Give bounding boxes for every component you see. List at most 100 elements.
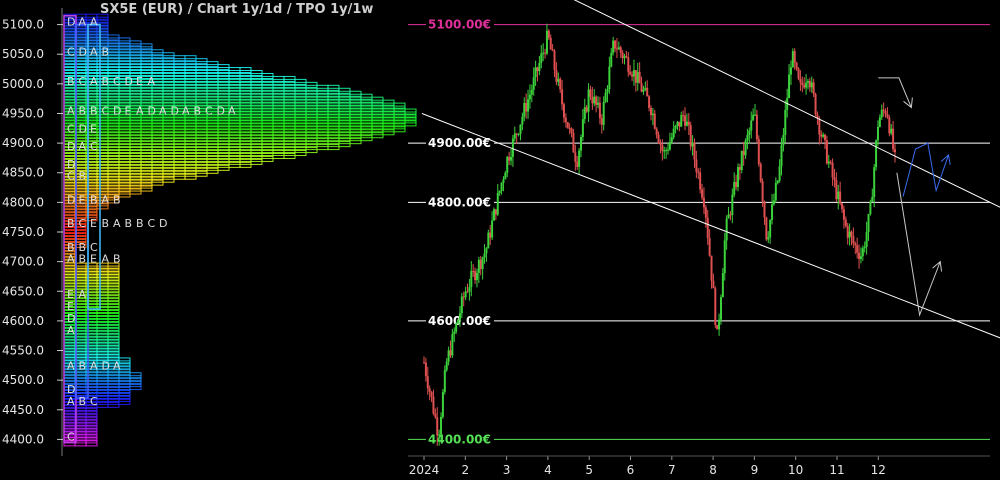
candle-body <box>475 272 478 281</box>
candle-body <box>428 388 431 392</box>
tpo-letter: E <box>67 288 74 301</box>
candle-body <box>617 47 620 50</box>
candle-body <box>447 350 450 362</box>
tpo-letter: A <box>67 105 75 118</box>
candle-body <box>771 204 774 221</box>
candle-body <box>718 319 721 330</box>
candle-body <box>604 92 607 102</box>
tpo-letter: C <box>67 170 75 183</box>
tpo-letter: A <box>67 359 75 372</box>
price-level-label-bg <box>426 195 494 210</box>
candle-body <box>583 107 586 120</box>
candle-body <box>816 114 819 119</box>
candle-body <box>455 323 458 332</box>
candle-body <box>721 273 724 298</box>
tpo-cell <box>184 55 197 62</box>
candle-body <box>649 107 652 116</box>
tpo-letter: C <box>148 217 156 230</box>
candle-body <box>498 190 501 194</box>
candle-body <box>754 114 757 116</box>
tpo-letter: A <box>136 105 144 118</box>
candle-body <box>699 172 702 190</box>
candle-body <box>623 56 626 59</box>
candle-body <box>579 136 582 151</box>
y-tick-label: 4450.0 <box>2 403 44 417</box>
tpo-letter: A <box>67 395 75 408</box>
candle-body <box>496 193 499 215</box>
candle-body <box>859 256 862 259</box>
candle-body <box>564 117 567 123</box>
price-level-label: 4400.00€ <box>428 432 491 446</box>
tpo-letter: B <box>79 253 87 266</box>
candle-body <box>494 209 497 215</box>
candle-body <box>861 248 864 257</box>
tpo-letter: E <box>125 105 132 118</box>
candle-body <box>460 296 463 314</box>
y-tick-label: 4650.0 <box>2 284 44 298</box>
candle-body <box>867 214 870 232</box>
projection-arrowhead <box>903 97 913 109</box>
candle-body <box>748 130 751 135</box>
candle-body <box>436 417 439 436</box>
candle-body <box>742 150 745 156</box>
candle-body <box>814 93 817 115</box>
candle-body <box>825 140 828 164</box>
candle-body <box>782 135 785 146</box>
candle-body <box>691 142 694 147</box>
candle-body <box>440 416 443 435</box>
candle-body <box>515 133 518 135</box>
tpo-letter: D <box>102 359 110 372</box>
candle-body <box>797 68 800 79</box>
candle-body <box>659 142 662 145</box>
tpo-cell <box>107 262 120 269</box>
candle-body <box>595 96 598 105</box>
candle-body <box>801 82 804 85</box>
candle-body <box>875 140 878 168</box>
tpo-letter: D <box>67 383 75 396</box>
candle-body <box>871 196 874 202</box>
candle-body <box>708 238 711 256</box>
candle-body <box>714 288 717 326</box>
tpo-letter: D <box>67 16 75 29</box>
tpo-letter: E <box>79 193 86 206</box>
candle-body <box>513 133 516 139</box>
candle-body <box>492 209 495 221</box>
candle-body <box>608 66 611 90</box>
candle-body <box>878 117 881 127</box>
candle-body <box>689 125 692 147</box>
candle-body <box>846 226 849 238</box>
candle-body <box>561 89 564 105</box>
candle-body <box>812 82 815 94</box>
tpo-letter: A <box>90 16 98 29</box>
candle-body <box>702 197 705 208</box>
tpo-letter: B <box>79 395 87 408</box>
y-tick-label: 5050.0 <box>2 47 44 61</box>
candle-body <box>438 434 441 436</box>
candle-body <box>483 253 486 258</box>
candle-body <box>735 181 738 188</box>
candle-body <box>706 217 709 239</box>
candle-body <box>591 96 594 104</box>
candle-body <box>882 109 885 111</box>
candle-body <box>632 69 635 77</box>
tpo-letter: C <box>67 45 75 58</box>
candle-body <box>587 89 590 112</box>
candle-body <box>485 248 488 254</box>
tpo-letter: C <box>90 140 98 153</box>
candle-body <box>876 126 879 141</box>
candle-body <box>738 167 741 170</box>
tpo-letter: D <box>148 105 156 118</box>
candle-body <box>788 74 791 99</box>
tpo-letter: B <box>90 193 98 206</box>
candle-body <box>621 52 624 59</box>
price-level-label-bg <box>426 17 494 32</box>
candle-body <box>538 62 541 72</box>
candle-body <box>670 137 673 142</box>
candle-body <box>542 52 545 54</box>
tpo-letter: A <box>79 140 87 153</box>
candle-body <box>644 87 647 90</box>
candle-body <box>547 30 550 38</box>
tpo-cell <box>283 75 296 82</box>
tpo-letter: A <box>113 217 121 230</box>
chart-title: SX5E (EUR) / Chart 1y/1d / TPO 1y/1w <box>100 2 374 17</box>
